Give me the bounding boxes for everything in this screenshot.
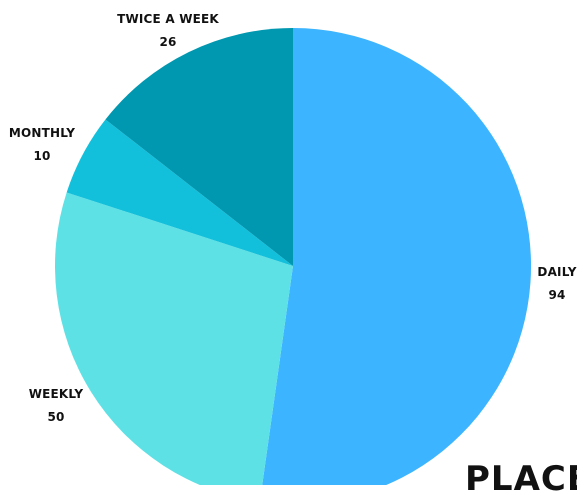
pie-slice-monthly bbox=[66, 119, 294, 266]
slice-label-twice-a-week: TWICE A WEEK bbox=[117, 12, 219, 26]
slice-label-daily: DAILY bbox=[537, 265, 576, 279]
slice-value-twice-a-week: 26 bbox=[159, 35, 176, 49]
slice-label-monthly: MONTHLY bbox=[9, 126, 75, 140]
pie-chart: DAILY 94 WEEKLY 50 MONTHLY 10 TWICE A WEEK 26 bbox=[9, 12, 577, 485]
pie-slice-twice-a-week bbox=[105, 27, 293, 266]
slice-value-weekly: 50 bbox=[47, 410, 64, 424]
pie-slice-weekly bbox=[55, 192, 293, 485]
pie-labels: DAILY 94 WEEKLY 50 MONTHLY 10 TWICE A WEEK 26 bbox=[9, 12, 577, 424]
slice-label-weekly: WEEKLY bbox=[29, 387, 84, 401]
pie-slices bbox=[55, 27, 532, 485]
pie-slice-daily bbox=[262, 28, 532, 485]
slice-value-monthly: 10 bbox=[33, 149, 50, 163]
slice-value-daily: 94 bbox=[548, 288, 565, 302]
footer-partial-title: PLACE bbox=[465, 459, 577, 499]
